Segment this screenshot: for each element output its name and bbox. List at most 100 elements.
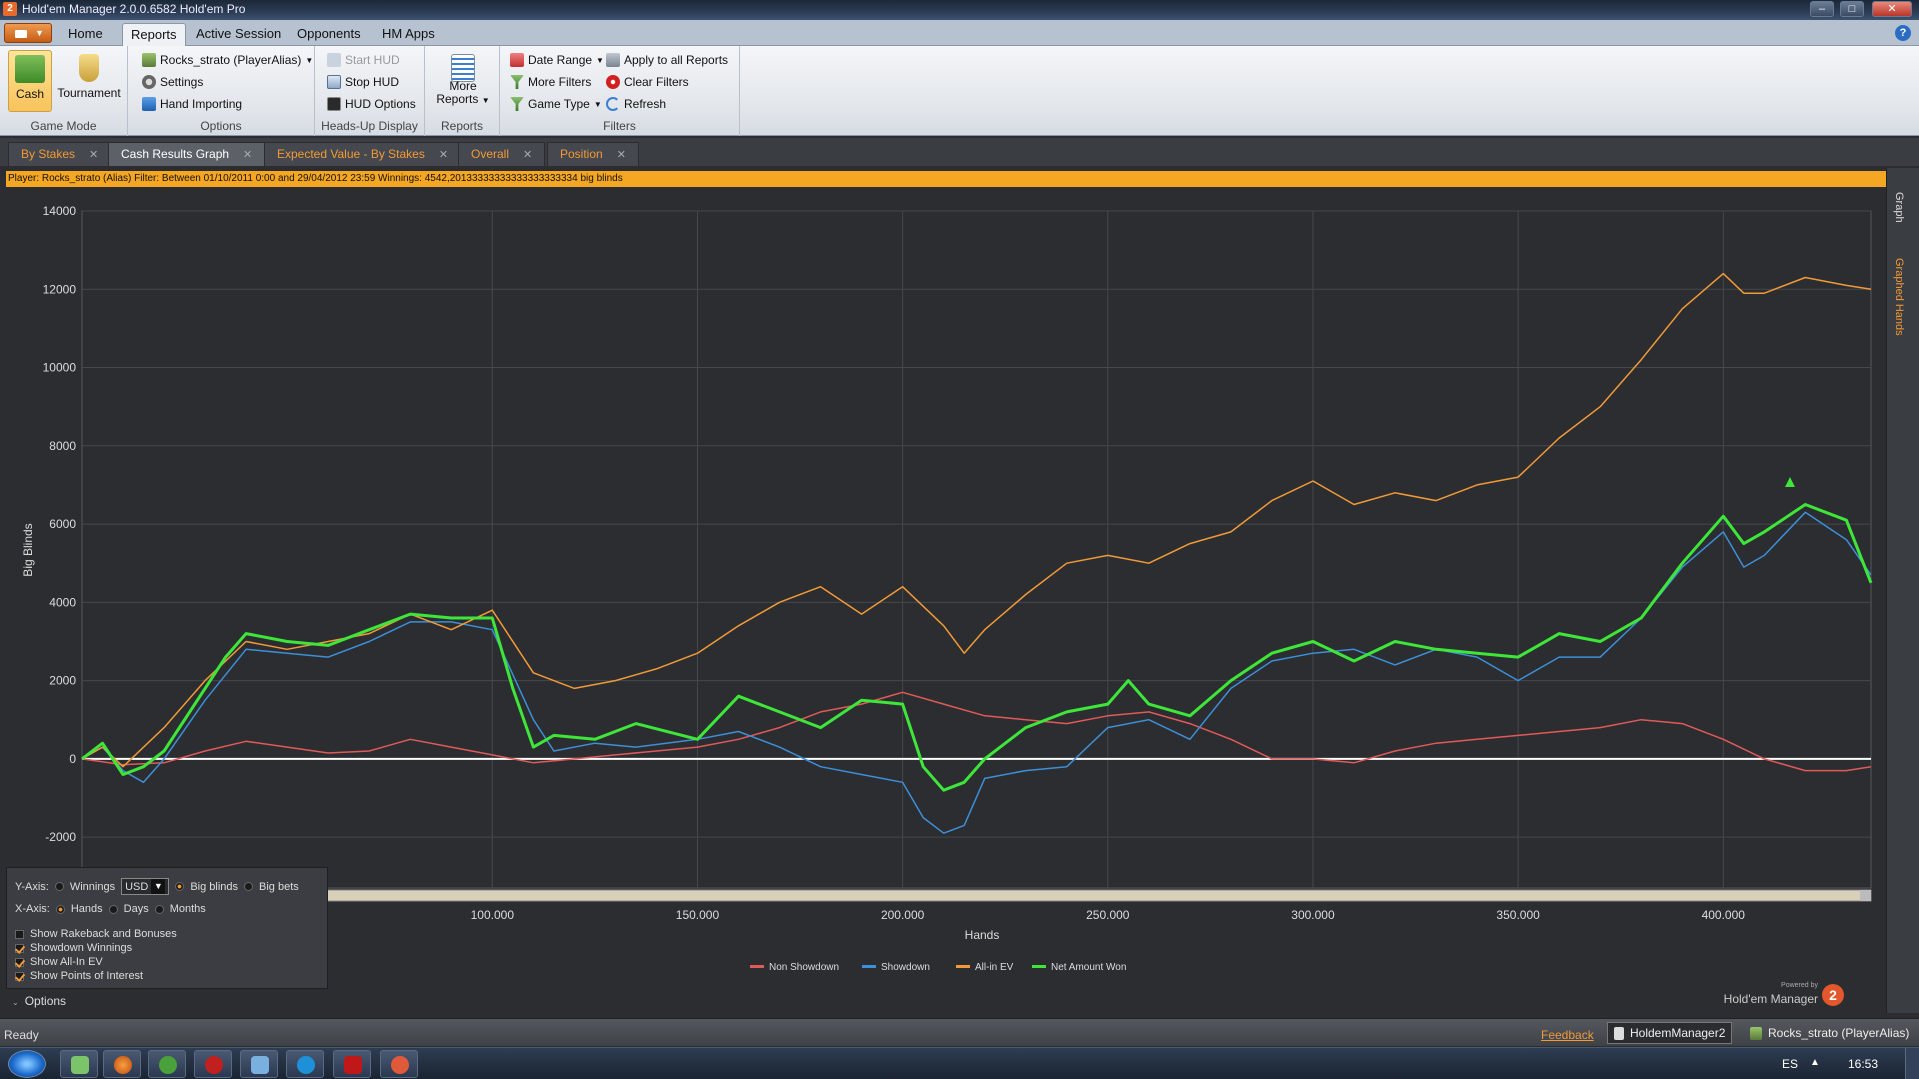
hud-options-label: HUD Options [345,97,416,111]
tab-overall[interactable]: Overall ✕ [458,142,546,166]
tab-cash-results-graph[interactable]: Cash Results Graph ✕ [108,142,266,166]
tab-by-stakes[interactable]: By Stakes ✕ [8,142,112,166]
y-tick-label: 10000 [43,361,77,375]
clear-filters-button[interactable]: Clear Filters [606,72,689,92]
y-tick-label: 2000 [49,674,76,688]
chevron-down-icon: ▼ [593,99,602,109]
refresh-label: Refresh [624,97,667,111]
taskbar-app-5[interactable] [240,1050,278,1078]
menu-icon [15,30,27,38]
player-alias-dropdown[interactable]: Rocks_strato (PlayerAlias) ▼ [142,50,313,70]
showdown-winnings-checkbox[interactable] [15,943,24,953]
taskbar-pokerstars[interactable] [333,1050,371,1078]
ribbon-tab-reports[interactable]: Reports [122,23,186,46]
close-tab-icon[interactable]: ✕ [616,149,626,161]
y-axis-label: Y-Axis: [15,880,49,893]
horizontal-scrollbar[interactable] [81,889,1872,902]
close-tab-icon[interactable]: ✕ [243,149,253,161]
hand-importing-button[interactable]: Hand Importing [142,94,242,114]
y-tick-label: 0 [69,752,76,766]
database-icon [1614,1026,1624,1040]
hm2-app-icon [391,1056,409,1074]
minimize-button[interactable]: – [1810,1,1834,17]
game-type-dropdown[interactable]: Game Type ▼ [510,94,602,114]
taskbar-app-3[interactable] [148,1050,186,1078]
taskbar-firefox[interactable] [103,1050,141,1078]
application-menu-button[interactable]: ▼ [4,23,52,43]
database-indicator[interactable]: HoldemManager2 [1607,1022,1733,1044]
months-label: Months [169,903,206,915]
app-logo-icon[interactable]: 2 [3,2,17,16]
ribbon-tab-active-session[interactable]: Active Session [196,26,282,41]
ribbon-tab-opponents[interactable]: Opponents [297,26,361,41]
chevron-down-icon: ▼ [305,55,314,65]
refresh-button[interactable]: Refresh [606,94,666,114]
database-name: HoldemManager2 [1630,1026,1726,1040]
options-toggle-button[interactable]: ⌄ Options [6,991,76,1011]
date-range-dropdown[interactable]: Date Range ▼ [510,50,604,70]
rakeback-checkbox[interactable] [15,929,24,939]
taskbar-clock[interactable]: 16:53 [1848,1057,1879,1071]
scroll-right-button[interactable] [1860,890,1871,901]
feedback-link[interactable]: Feedback [1541,1028,1594,1042]
options-group-label: Options [200,119,242,133]
x-axis-title: Hands [965,928,1000,942]
firefox-icon [114,1056,132,1074]
taskbar-app-4[interactable] [194,1050,232,1078]
currency-select[interactable]: USD ▼ [121,878,170,895]
point-of-interest-marker[interactable] [1785,477,1795,487]
taskbar-skype[interactable] [286,1050,324,1078]
close-tab-icon[interactable]: ✕ [89,149,99,161]
hud-options-button[interactable]: HUD Options [327,94,416,114]
big-blinds-radio[interactable] [175,882,185,891]
hud-group: Start HUD Stop HUD HUD Options Heads-Up … [315,46,425,136]
show-desktop-button[interactable] [1905,1048,1919,1079]
days-radio[interactable] [108,904,118,914]
start-button[interactable] [8,1050,46,1078]
tab-position[interactable]: Position ✕ [547,142,639,166]
side-tab-graphed-hands[interactable]: Graphed Hands [1893,258,1905,336]
big-bets-radio[interactable] [244,882,254,891]
maximize-button[interactable]: □ [1840,1,1864,17]
tab-expected-value-by-stakes[interactable]: Expected Value - By Stakes ✕ [264,142,462,166]
hands-radio[interactable] [55,904,65,914]
stop-hud-button[interactable]: Stop HUD [327,72,399,92]
settings-button[interactable]: Settings [142,72,203,92]
input-language[interactable]: ES [1782,1057,1799,1071]
hand-importing-label: Hand Importing [160,97,243,111]
points-of-interest-checkbox[interactable] [15,971,24,981]
winnings-radio[interactable] [54,882,64,891]
report-tab-strip: By Stakes ✕ Cash Results Graph ✕ Expected … [0,138,1919,166]
tournament-button[interactable]: Tournament [54,50,124,112]
active-player-indicator[interactable]: Rocks_strato (PlayerAlias) [1744,1022,1915,1044]
taskbar-app-1[interactable] [60,1050,98,1078]
help-icon[interactable]: ? [1895,25,1911,41]
game-type-label: Game Type [528,97,590,111]
close-button[interactable]: ✕ [1872,1,1912,17]
cash-button[interactable]: Cash [8,50,52,112]
filter-summary-bar: Player: Rocks_strato (Alias) Filter: Bet… [6,171,1886,187]
cash-icon [15,55,45,83]
ribbon-tab-home[interactable]: Home [68,26,103,41]
months-radio[interactable] [154,904,164,914]
player-icon [142,53,156,67]
ribbon-tab-hm-apps[interactable]: HM Apps [382,26,435,41]
x-tick-label: 200.000 [881,908,925,922]
close-tab-icon[interactable]: ✕ [438,149,449,161]
apply-to-all-reports-button[interactable]: Apply to all Reports [606,50,728,70]
side-tab-graph[interactable]: Graph [1893,192,1905,223]
start-hud-button[interactable]: Start HUD [327,50,400,70]
more-reports-button[interactable]: More Reports ▼ [433,50,493,112]
tab-label: Expected Value - By Stakes [277,147,425,161]
close-tab-icon[interactable]: ✕ [523,149,533,161]
currency-value: USD [125,880,149,893]
more-filters-button[interactable]: More Filters [510,72,591,92]
big-bets-label: Big bets [259,880,299,893]
reports-group-label: Reports [440,119,484,133]
allin-ev-checkbox[interactable] [15,957,24,967]
pokerstars-icon [344,1056,362,1074]
tray-expand-icon[interactable]: ▲ [1810,1057,1820,1068]
more-filters-label: More Filters [528,75,592,89]
taskbar-holdem-manager[interactable] [380,1050,418,1078]
app-icon [159,1056,177,1074]
